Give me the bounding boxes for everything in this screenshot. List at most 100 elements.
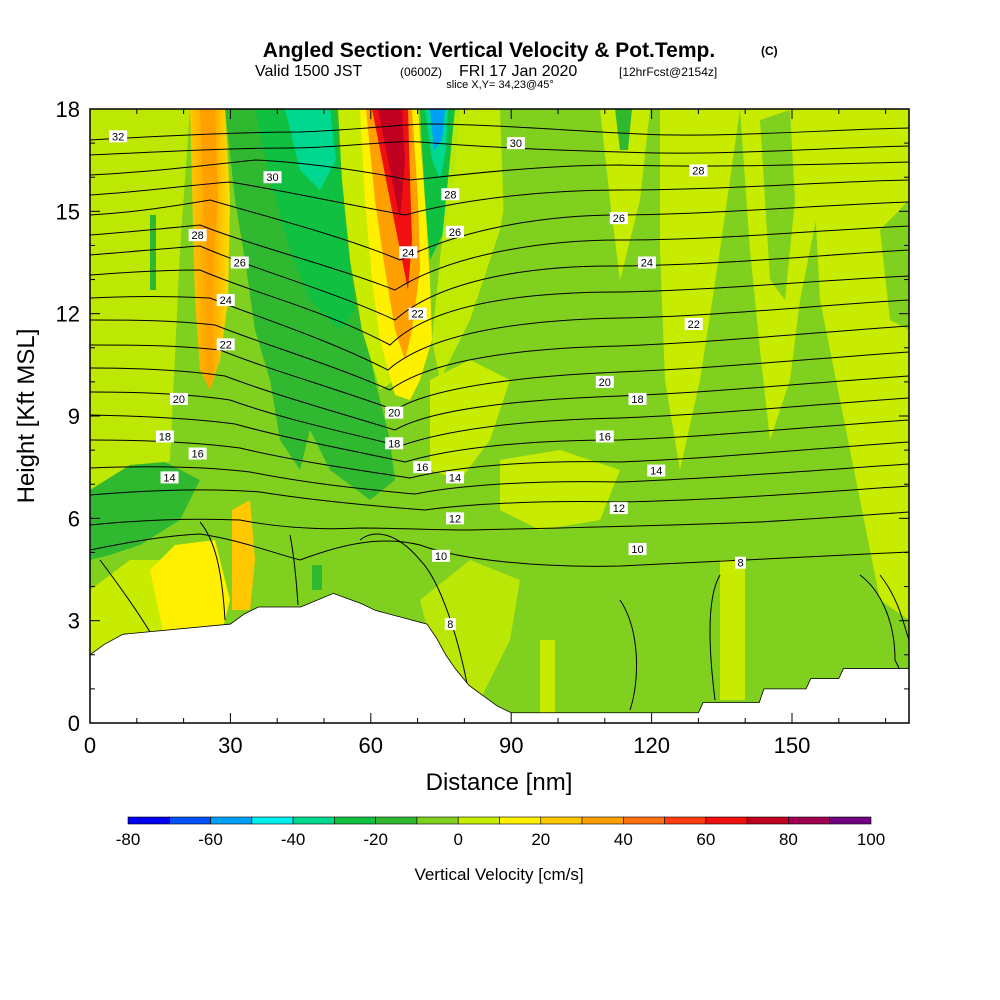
theta-label-text: 20 <box>388 408 400 420</box>
theta-label-bg <box>216 294 235 307</box>
colorbar-swatch <box>375 816 418 825</box>
theta-label-text: 10 <box>631 544 643 556</box>
colorbar-swatch <box>705 816 748 825</box>
theta-contours <box>90 123 909 711</box>
theta-label-bg <box>188 229 207 242</box>
theta-contour-label: 16 <box>188 447 207 461</box>
colorbar-tick-label: -40 <box>281 830 306 849</box>
colorbar-swatch <box>127 816 170 825</box>
theta-contour-label: 14 <box>160 471 179 484</box>
theta-label-text: 16 <box>416 462 428 474</box>
colorbar-swatch <box>334 816 376 825</box>
theta-contour-label: 20 <box>595 375 614 389</box>
theta-label-text: 22 <box>411 309 423 321</box>
theta-label-bg <box>385 406 404 419</box>
colorbar-tick-label: 80 <box>779 830 798 849</box>
colorbar-tick-label: 100 <box>857 830 885 849</box>
colorbar-tick-label: 20 <box>531 830 550 849</box>
theta-label-bg <box>109 130 128 143</box>
x-tick-label: 90 <box>499 733 523 758</box>
theta-contour-label: 8 <box>735 556 747 570</box>
y-tick-label: 9 <box>68 404 80 429</box>
theta-contour-label: 28 <box>188 229 207 242</box>
theta-contour-label: 14 <box>446 471 465 484</box>
theta-contour-label: 26 <box>446 225 465 239</box>
colorbar-tick-label: 60 <box>696 830 715 849</box>
theta-label-text: 30 <box>510 138 522 150</box>
theta-label-bg <box>446 471 465 484</box>
theta-contour-label: 28 <box>689 164 708 177</box>
colorbar-swatch <box>292 816 335 825</box>
colorbar-swatch <box>829 816 872 825</box>
theta-contour-label: 28 <box>441 188 460 201</box>
colorbar-swatch <box>416 816 459 825</box>
theta-label-text: 14 <box>650 466 662 478</box>
theta-label-bg <box>637 256 656 269</box>
theta-label-text: 28 <box>444 189 456 201</box>
terrain-mask <box>90 592 909 723</box>
theta-label-bg <box>735 556 747 569</box>
chart-title-suffix: (C) <box>761 44 778 58</box>
theta-label-bg <box>216 338 235 351</box>
plot-area <box>90 109 909 723</box>
x-tick-label: 120 <box>633 733 670 758</box>
theta-label-text: 18 <box>159 431 171 443</box>
theta-contour-label: 12 <box>446 512 465 525</box>
theta-contour-label: 22 <box>216 338 235 351</box>
theta-label-text: 12 <box>613 503 625 515</box>
theta-contour-label: 18 <box>628 392 647 406</box>
theta-label-bg <box>628 392 647 405</box>
theta-label-bg <box>230 256 249 269</box>
theta-label-bg <box>595 430 614 443</box>
theta-label-text: 24 <box>641 258 653 270</box>
colorbar-tick-label: 0 <box>453 830 462 849</box>
theta-label-text: 28 <box>192 230 204 242</box>
theta-contour-label: 26 <box>230 256 249 270</box>
theta-label-bg <box>408 307 427 320</box>
theta-contour-label: 12 <box>609 502 628 515</box>
theta-label-text: 28 <box>692 165 704 177</box>
theta-label-text: 18 <box>388 438 400 450</box>
theta-label-text: 26 <box>449 227 461 239</box>
colorbar-swatch <box>623 816 665 825</box>
theta-label-bg <box>169 392 188 405</box>
theta-label-bg <box>160 471 179 484</box>
theta-label-text: 22 <box>220 339 232 351</box>
theta-contour-label: 10 <box>432 549 450 563</box>
theta-label-bg <box>385 437 404 450</box>
colorbar-swatch <box>499 816 542 825</box>
theta-label-text: 20 <box>173 394 185 406</box>
theta-label-bg <box>609 212 628 225</box>
y-tick-label: 3 <box>68 609 80 634</box>
colorbar-swatch <box>168 816 211 825</box>
theta-label-text: 22 <box>688 319 700 331</box>
theta-label-text: 8 <box>737 558 743 570</box>
colorbar-swatch <box>210 816 253 825</box>
theta-label-text: 16 <box>599 431 611 443</box>
theta-contour-label: 20 <box>169 392 188 406</box>
theta-label-bg <box>647 464 666 477</box>
theta-label-text: 16 <box>192 449 204 461</box>
y-tick-label: 0 <box>68 711 80 736</box>
theta-label-text: 18 <box>631 394 643 406</box>
theta-contour-label: 30 <box>506 137 525 150</box>
theta-contour-label: 22 <box>408 307 427 321</box>
theta-contour-label: 26 <box>609 212 628 225</box>
y-axis: 0 3 6 9 12 15 18 <box>56 97 909 736</box>
theta-label-bg <box>155 430 174 443</box>
colorbar-tick-label: -20 <box>363 830 388 849</box>
theta-contour-label: 32 <box>109 130 128 143</box>
x-axis-title: Distance [nm] <box>426 769 573 796</box>
theta-label-text: 24 <box>220 295 232 307</box>
colorbar-swatch <box>251 816 294 825</box>
theta-contour-label: 24 <box>399 246 418 259</box>
theta-label-text: 8 <box>447 619 453 631</box>
colorbar-swatch <box>664 816 707 825</box>
theta-label-bg <box>446 225 465 238</box>
colorbar-tick-label: -80 <box>116 830 141 849</box>
theta-label-text: 30 <box>266 172 278 184</box>
y-tick-label: 18 <box>56 97 80 122</box>
colorbar-swatch <box>540 816 583 825</box>
theta-label-bg <box>628 543 647 556</box>
